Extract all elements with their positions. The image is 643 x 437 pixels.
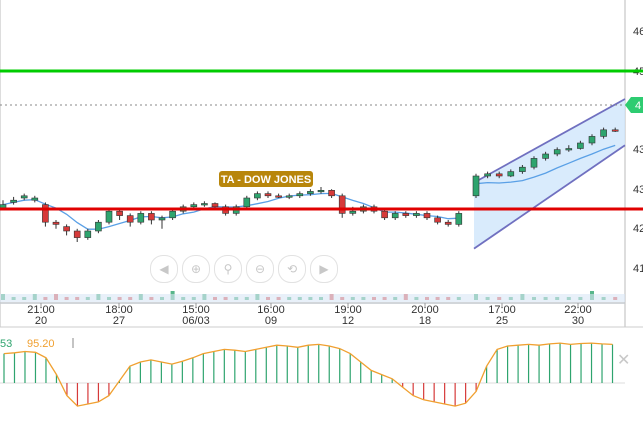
candle [530, 156, 538, 170]
candle [507, 169, 515, 178]
candle [137, 211, 145, 225]
x-tick-time: 15:00 [182, 304, 210, 316]
current-price-label: 4 [635, 100, 641, 112]
x-tick-date: 27 [113, 315, 125, 327]
oscillator-histogram [3, 343, 614, 407]
trend-channel-fill [474, 99, 625, 249]
candle [391, 211, 399, 220]
candle [42, 202, 49, 227]
close-oscillator-icon[interactable]: ✕ [617, 350, 631, 369]
zoom-person-button[interactable]: ⚲ [214, 255, 242, 283]
candle [484, 171, 491, 179]
x-tick-date: 20 [35, 315, 47, 327]
y-tick-label: 41 [633, 263, 643, 275]
x-tick-date: 30 [572, 315, 584, 327]
candle [73, 228, 81, 242]
candle [495, 171, 503, 179]
candle [116, 209, 123, 220]
candle [126, 213, 134, 227]
reset-zoom-button[interactable]: ⟲ [278, 255, 306, 283]
candle [381, 209, 388, 220]
x-tick-date: 06/03 [182, 315, 210, 327]
candle [52, 220, 60, 229]
candle [519, 165, 526, 174]
candle [105, 209, 113, 225]
candle [254, 191, 261, 201]
scroll-left-button[interactable]: ◀ [150, 255, 178, 283]
candle [84, 228, 92, 240]
chart-title: TA - DOW JONES [221, 174, 311, 186]
x-tick-date: 09 [265, 315, 277, 327]
candle [328, 189, 335, 198]
candle [31, 195, 39, 203]
oscillator-value-2: 95.20 [27, 338, 55, 350]
volume-band [0, 294, 625, 304]
candle [588, 134, 596, 146]
candle [158, 215, 166, 229]
x-tick-time: 19:00 [334, 304, 362, 316]
y-tick-label: 43 [633, 144, 643, 156]
candle [423, 211, 431, 220]
current-price-tag: 4 [625, 97, 643, 113]
candle [577, 140, 584, 150]
oscillator-line [3, 342, 613, 407]
candle [611, 127, 619, 132]
scroll-right-button[interactable]: ▶ [310, 255, 338, 283]
candle [444, 220, 452, 227]
candle [95, 220, 102, 234]
moving-average-line [2, 192, 459, 230]
candle [413, 211, 420, 218]
candle [472, 173, 480, 198]
candle [338, 193, 346, 218]
x-tick-date: 25 [496, 315, 508, 327]
zoom-in-button[interactable]: ⊕ [182, 255, 210, 283]
candle [148, 211, 155, 225]
oscillator-value-1: 53 [0, 338, 12, 350]
x-tick-time: 17:00 [488, 304, 516, 316]
candle [565, 145, 573, 152]
price-panel [0, 0, 626, 327]
candle [455, 211, 463, 227]
candle [169, 209, 176, 220]
x-tick-time: 22:00 [564, 304, 592, 316]
candle [243, 195, 251, 209]
candle [285, 193, 293, 200]
y-tick-label: 46 [633, 26, 643, 38]
x-tick-time: 20:00 [411, 304, 439, 316]
candle [434, 215, 441, 225]
y-tick-label: 43 [633, 184, 643, 196]
x-tick-time: 18:00 [105, 304, 133, 316]
candle [264, 191, 272, 198]
x-tick-time: 21:00 [27, 304, 55, 316]
y-axis-labels: 4645443434241 [633, 26, 643, 275]
candle [20, 193, 28, 201]
candle [600, 127, 607, 139]
candle [201, 201, 208, 207]
zoom-out-button[interactable]: ⊖ [246, 255, 274, 283]
candle [10, 196, 17, 205]
channel-midline [475, 144, 616, 185]
candle [317, 187, 325, 194]
candle [402, 211, 410, 218]
y-tick-label: 42 [633, 223, 643, 235]
channel-upper-line [473, 98, 626, 184]
x-tick-time: 16:00 [257, 304, 285, 316]
candle [542, 151, 549, 161]
channel-lower-line [473, 144, 626, 250]
candle [275, 193, 282, 198]
title-badge: TA - DOW JONES [219, 171, 313, 187]
x-tick-date: 18 [419, 315, 431, 327]
x-tick-date: 12 [342, 315, 354, 327]
candle [307, 189, 314, 196]
candle [63, 224, 70, 236]
candle [296, 191, 304, 198]
candle [553, 147, 561, 157]
